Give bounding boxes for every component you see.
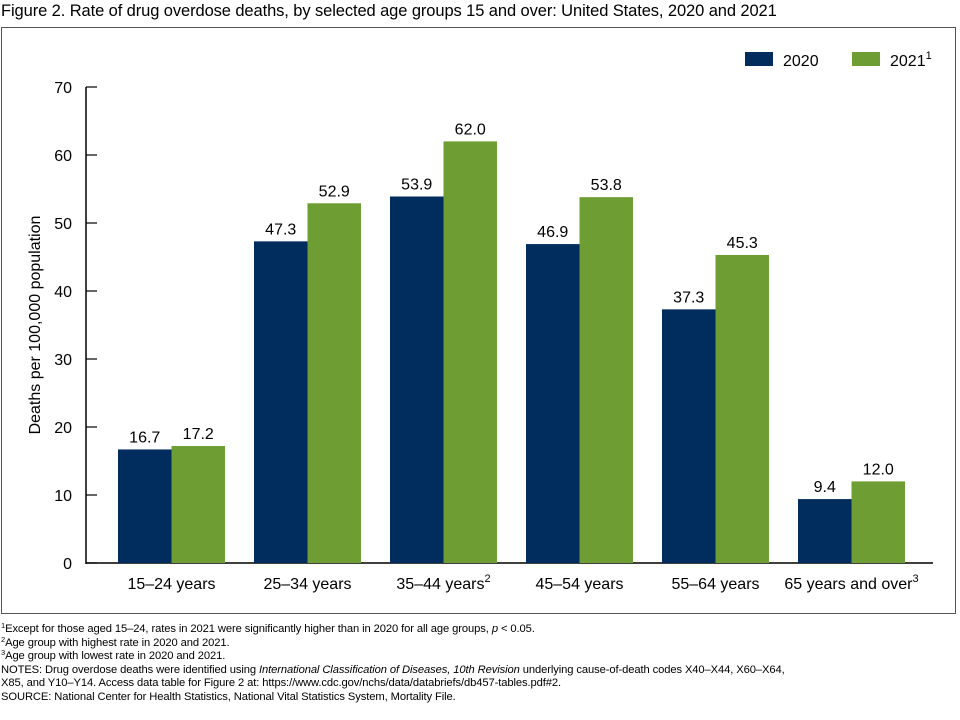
bars bbox=[118, 141, 905, 564]
data-label: 53.8 bbox=[591, 177, 622, 194]
y-tick-label: 50 bbox=[54, 216, 72, 233]
notes-line-1: NOTES: Drug overdose deaths were identif… bbox=[1, 663, 785, 676]
x-tick-label: 55–64 years bbox=[671, 576, 759, 593]
legend-swatch-2021 bbox=[852, 52, 880, 66]
legend-label-2021: 20211 bbox=[890, 50, 932, 70]
footnote-mark: 3 bbox=[912, 573, 918, 585]
y-tick-label: 70 bbox=[54, 80, 72, 97]
x-tick-label: 15–24 years bbox=[127, 576, 215, 593]
bar-2020-2 bbox=[390, 196, 444, 564]
x-tick-label: 65 years and over3 bbox=[784, 573, 918, 593]
y-tick-label: 30 bbox=[54, 352, 72, 369]
y-tick-label: 20 bbox=[54, 420, 72, 437]
bar-2020-5 bbox=[798, 499, 852, 563]
bar-2021-3 bbox=[579, 197, 633, 563]
data-label: 53.9 bbox=[401, 176, 432, 193]
data-label: 46.9 bbox=[537, 224, 568, 241]
source-line: SOURCE: National Center for Health Stati… bbox=[1, 690, 456, 703]
bar-2021-4 bbox=[715, 254, 769, 563]
x-tick-label: 25–34 years bbox=[263, 576, 351, 593]
footnote-1: 1Except for those aged 15–24, rates in 2… bbox=[1, 621, 535, 635]
y-tick-label: 60 bbox=[54, 148, 72, 165]
bar-2020-3 bbox=[526, 244, 580, 563]
data-label: 52.9 bbox=[319, 183, 350, 200]
data-label: 62.0 bbox=[455, 121, 486, 138]
bar-2021-1 bbox=[307, 203, 361, 563]
data-label: 16.7 bbox=[129, 429, 160, 446]
y-axis-title: Deaths per 100,000 population bbox=[27, 216, 44, 435]
bar-2021-0 bbox=[171, 446, 225, 563]
bar-2021-2 bbox=[443, 141, 497, 563]
y-tick-label: 0 bbox=[63, 556, 72, 573]
legend-label-2020: 2020 bbox=[783, 53, 819, 70]
data-label: 17.2 bbox=[183, 426, 214, 443]
bar-2020-0 bbox=[118, 449, 172, 563]
data-label: 45.3 bbox=[727, 235, 758, 252]
footnote-2: 2Age group with highest rate in 2020 and… bbox=[1, 634, 230, 649]
bar-2020-4 bbox=[662, 309, 716, 563]
bar-chart: 0 10 20 30 40 50 60 70 Deaths per 100,000 popula… bbox=[27, 50, 933, 593]
legend-swatch-2020 bbox=[745, 52, 773, 66]
y-tick-label: 10 bbox=[54, 488, 72, 505]
data-label: 47.3 bbox=[265, 221, 296, 238]
notes-line-2: X85, and Y10–Y14. Access data table for … bbox=[1, 677, 562, 690]
chart-frame bbox=[1, 27, 956, 614]
data-label: 37.3 bbox=[673, 289, 704, 306]
footnotes: 1Except for those aged 15–24, rates in 2… bbox=[1, 621, 785, 705]
figure-title: Figure 2. Rate of drug overdose deaths, … bbox=[1, 2, 777, 20]
data-label: 12.0 bbox=[863, 461, 894, 478]
axes: 0 10 20 30 40 50 60 70 Deaths per 100,000 popula… bbox=[27, 80, 933, 593]
data-label: 9.4 bbox=[814, 479, 836, 496]
bar-2021-5 bbox=[851, 481, 905, 563]
footnote-3: 3Age group with lowest rate in 2020 and … bbox=[1, 648, 226, 663]
y-tick-label: 40 bbox=[54, 284, 72, 301]
x-tick-label: 35–44 years2 bbox=[396, 573, 490, 593]
footnote-mark: 2 bbox=[484, 573, 490, 585]
footnote-mark: 1 bbox=[926, 50, 932, 62]
legend: 2020 20211 bbox=[745, 50, 932, 70]
data-labels: 16.7 17.2 47.3 52.9 53.9 62.0 46.9 53.8 37.3 45.3… bbox=[129, 121, 894, 496]
bar-2020-1 bbox=[254, 241, 308, 564]
x-tick-label: 45–54 years bbox=[535, 576, 623, 593]
